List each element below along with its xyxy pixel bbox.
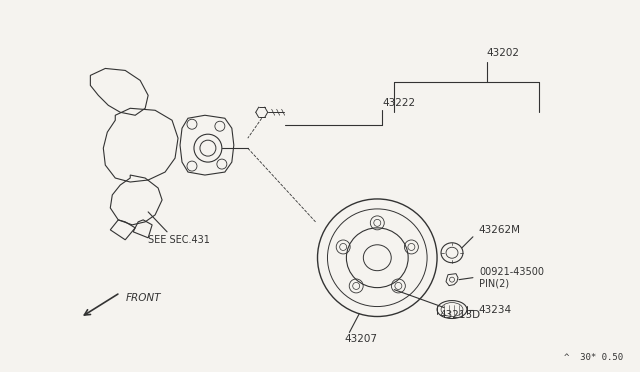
Text: 43213D: 43213D [439, 310, 480, 320]
Text: 43234: 43234 [479, 305, 512, 315]
Text: 43222: 43222 [382, 98, 415, 108]
Text: 43262M: 43262M [479, 225, 521, 235]
Text: 43207: 43207 [344, 334, 378, 344]
Text: 43202: 43202 [487, 48, 520, 58]
Text: 00921-43500: 00921-43500 [479, 267, 544, 277]
Text: PIN(2): PIN(2) [479, 279, 509, 289]
Text: SEE SEC.431: SEE SEC.431 [148, 235, 210, 245]
Text: ^  30* 0.50: ^ 30* 0.50 [564, 353, 623, 362]
Text: FRONT: FRONT [125, 293, 161, 302]
